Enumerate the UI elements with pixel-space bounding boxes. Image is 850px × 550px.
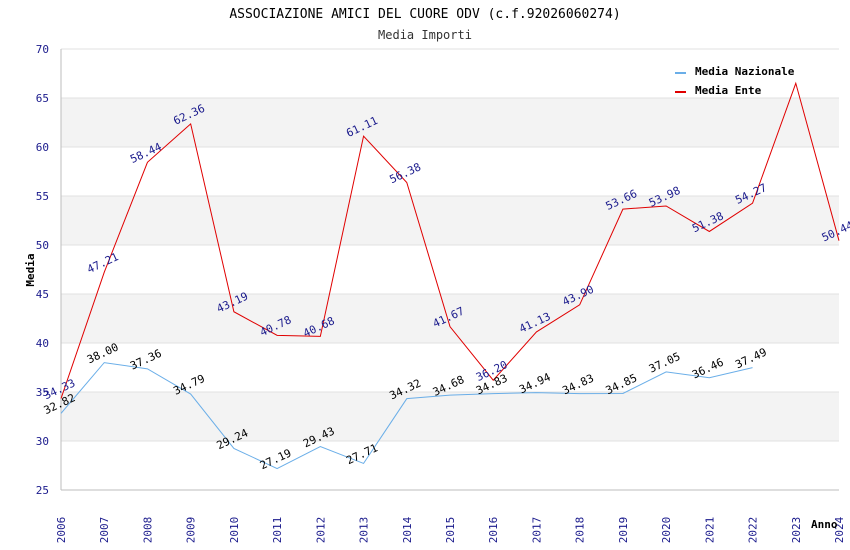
x-tick-label: 2016 <box>487 517 500 544</box>
y-tick-label: 65 <box>36 92 49 105</box>
y-tick-label: 45 <box>36 288 49 301</box>
legend-entry: Media Nazionale <box>695 65 795 78</box>
plot-background <box>61 98 839 441</box>
series-line <box>60 362 753 470</box>
y-tick-label: 55 <box>36 190 49 203</box>
x-tick-label: 2022 <box>747 517 760 544</box>
x-tick-label: 2010 <box>228 517 241 544</box>
y-tick-label: 60 <box>36 141 49 154</box>
data-label: 47.21 <box>85 250 121 276</box>
y-tick-label: 25 <box>36 484 49 497</box>
series-group <box>60 81 840 470</box>
data-label: 38.00 <box>85 341 121 367</box>
y-tick-label: 40 <box>36 337 49 350</box>
x-tick-label: 2014 <box>401 516 414 543</box>
x-tick-label: 2020 <box>660 517 673 544</box>
x-tick-label: 2017 <box>530 517 543 544</box>
data-label: 56.38 <box>388 160 424 186</box>
plot-band <box>61 196 839 245</box>
chart-subtitle: Media Importi <box>378 28 472 42</box>
legend: Media Nazionale Media Ente <box>675 65 795 97</box>
series-line <box>60 81 840 399</box>
x-tick-label: 2019 <box>617 517 630 544</box>
y-axis-ticks: 25 30 35 40 45 50 55 60 65 70 <box>36 43 49 497</box>
y-tick-label: 70 <box>36 43 49 56</box>
x-tick-label: 2021 <box>703 517 716 544</box>
plot-band <box>61 392 839 441</box>
plot-band <box>61 294 839 343</box>
plot-band <box>61 98 839 147</box>
x-tick-label: 2008 <box>141 517 154 544</box>
x-tick-label: 2018 <box>574 517 587 544</box>
x-tick-label: 2012 <box>314 517 327 544</box>
x-tick-label: 2009 <box>185 517 198 544</box>
x-tick-label: 2011 <box>271 517 284 544</box>
y-axis-label: Media <box>24 253 37 286</box>
axes <box>60 49 839 491</box>
x-axis-ticks: 2006 2007 2008 2009 2010 2011 2012 2013 2014 2015… <box>55 516 846 543</box>
legend-entry: Media Ente <box>695 84 762 97</box>
x-tick-label: 2006 <box>55 517 68 544</box>
x-tick-label: 2024 <box>833 516 846 543</box>
y-tick-label: 50 <box>36 239 49 252</box>
x-tick-label: 2007 <box>98 517 111 544</box>
chart-title: ASSOCIAZIONE AMICI DEL CUORE ODV (c.f.92… <box>229 7 620 22</box>
x-axis-label: Anno <box>811 518 838 531</box>
x-tick-label: 2015 <box>444 517 457 544</box>
x-tick-label: 2023 <box>790 517 803 544</box>
y-tick-label: 35 <box>36 386 49 399</box>
x-tick-label: 2013 <box>358 517 371 544</box>
data-label: 37.05 <box>647 350 683 376</box>
y-tick-label: 30 <box>36 435 49 448</box>
